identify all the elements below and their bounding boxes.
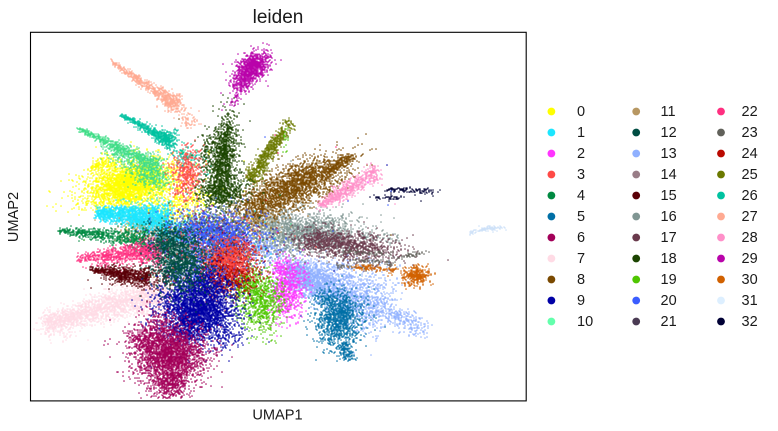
svg-text:17: 17 — [661, 230, 677, 246]
svg-text:4: 4 — [577, 188, 585, 204]
svg-text:16: 16 — [661, 209, 677, 225]
svg-text:1: 1 — [577, 125, 585, 141]
svg-text:3: 3 — [577, 167, 585, 183]
svg-text:0: 0 — [577, 104, 585, 120]
svg-text:32: 32 — [742, 314, 758, 330]
svg-text:11: 11 — [661, 104, 676, 120]
svg-text:19: 19 — [661, 272, 677, 288]
svg-text:13: 13 — [661, 146, 677, 162]
svg-text:31: 31 — [742, 293, 758, 309]
svg-text:27: 27 — [742, 209, 758, 225]
svg-text:24: 24 — [742, 146, 758, 162]
svg-text:7: 7 — [577, 251, 585, 267]
svg-text:21: 21 — [661, 314, 677, 330]
svg-text:5: 5 — [577, 209, 585, 225]
svg-text:26: 26 — [742, 188, 758, 204]
svg-text:UMAP1: UMAP1 — [252, 408, 302, 424]
svg-text:20: 20 — [661, 293, 677, 309]
svg-text:leiden: leiden — [253, 7, 304, 28]
svg-text:14: 14 — [661, 167, 677, 183]
svg-text:8: 8 — [577, 272, 585, 288]
svg-text:25: 25 — [742, 167, 758, 183]
svg-text:23: 23 — [742, 125, 758, 141]
svg-text:18: 18 — [661, 251, 677, 267]
svg-text:UMAP2: UMAP2 — [6, 192, 22, 242]
svg-text:10: 10 — [577, 314, 593, 330]
svg-text:6: 6 — [577, 230, 585, 246]
svg-text:30: 30 — [742, 272, 758, 288]
svg-text:22: 22 — [742, 104, 758, 120]
svg-text:2: 2 — [577, 146, 585, 162]
svg-text:12: 12 — [661, 125, 677, 141]
svg-text:15: 15 — [661, 188, 677, 204]
svg-text:28: 28 — [742, 230, 758, 246]
svg-text:9: 9 — [577, 293, 585, 309]
svg-text:29: 29 — [742, 251, 758, 267]
